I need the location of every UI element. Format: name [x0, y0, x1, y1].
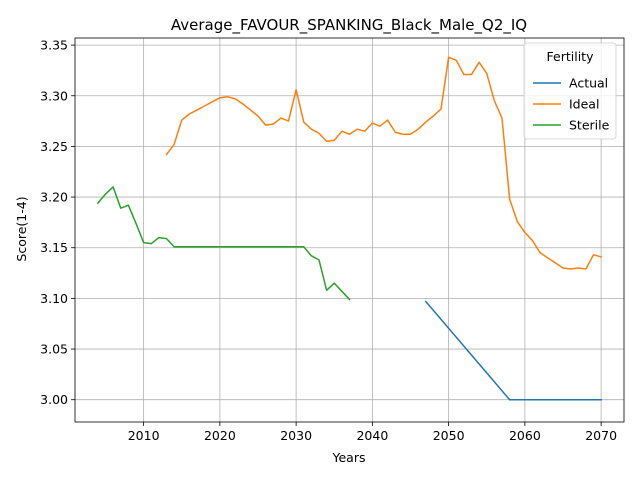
- chart-title: Average_FAVOUR_SPANKING_Black_Male_Q2_IQ: [171, 16, 527, 35]
- x-axis: 2010 2020 2030 2040 2050 2060 2070: [128, 422, 617, 443]
- x-tick-label: 2010: [128, 428, 160, 443]
- series-layer: [96, 56, 603, 401]
- y-tick-label: 3.00: [40, 392, 68, 407]
- x-axis-label: Years: [332, 450, 366, 465]
- x-tick-label: 2020: [204, 428, 236, 443]
- legend-label-ideal: Ideal: [569, 97, 599, 112]
- y-axis-label: Score(1-4): [14, 196, 29, 261]
- y-tick-label: 3.25: [40, 139, 68, 154]
- y-tick-label: 3.30: [40, 88, 68, 103]
- y-tick-label: 3.15: [40, 240, 68, 255]
- legend-label-actual: Actual: [569, 76, 608, 91]
- y-axis: 3.00 3.05 3.10 3.15 3.20 3.25 3.30 3.35: [40, 38, 75, 407]
- legend: Fertility Actual Ideal Sterile: [523, 42, 617, 140]
- y-tick-label: 3.10: [40, 291, 68, 306]
- series-line-ideal: [165, 56, 603, 270]
- x-tick-label: 2030: [280, 428, 312, 443]
- legend-label-sterile: Sterile: [569, 118, 610, 133]
- x-tick-label: 2070: [585, 428, 617, 443]
- legend-title: Fertility: [547, 49, 595, 64]
- x-tick-label: 2050: [433, 428, 465, 443]
- x-tick-label: 2040: [356, 428, 388, 443]
- series-line-sterile: [96, 186, 351, 301]
- y-tick-label: 3.05: [40, 342, 68, 357]
- series-line-actual: [424, 300, 602, 401]
- y-tick-label: 3.20: [40, 190, 68, 205]
- y-tick-label: 3.35: [40, 38, 68, 53]
- x-tick-label: 2060: [509, 428, 541, 443]
- plot-frame: [74, 37, 625, 423]
- legend-box: [523, 42, 617, 140]
